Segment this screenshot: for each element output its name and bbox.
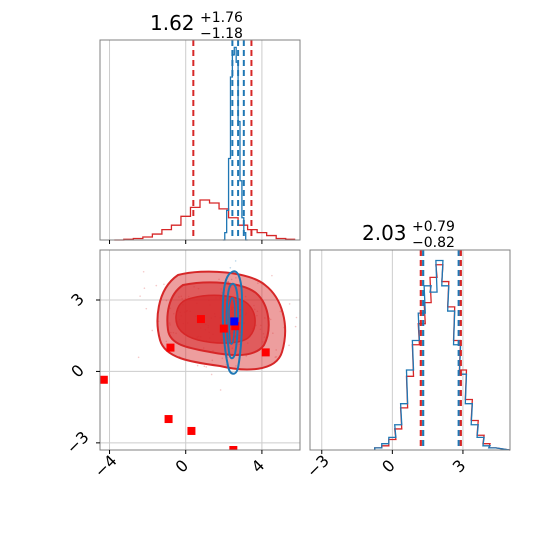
x-tick-label: −4 xyxy=(91,451,121,481)
scatter-point xyxy=(257,282,259,284)
scatter-point xyxy=(203,365,206,367)
x-tick-label: 0 xyxy=(172,456,193,477)
panel-bottom-right-ticks: −3 0 3 xyxy=(303,450,470,481)
scatter-point xyxy=(227,280,229,283)
panel-bottom-left-frame xyxy=(99,249,301,451)
x-tick-label: −3 xyxy=(303,451,333,481)
scatter-point xyxy=(274,356,277,358)
panel-bottom-right-series xyxy=(374,259,511,451)
scatter-point xyxy=(218,278,220,281)
scatter-point xyxy=(210,373,213,376)
title-2-lower: −0.82 xyxy=(412,235,455,251)
scatter-point xyxy=(279,310,282,313)
panel-top-left-frame xyxy=(99,39,301,241)
scatter-point xyxy=(142,270,145,273)
scatter-point xyxy=(230,278,233,281)
scatter-point xyxy=(271,274,273,277)
scatter-point xyxy=(139,295,141,297)
panel-top-left-quantile-lines xyxy=(192,40,253,240)
title-2-upper: +0.79 xyxy=(412,219,455,235)
scatter-point xyxy=(288,303,291,305)
scatter-point xyxy=(137,356,140,359)
scatter-point xyxy=(275,355,278,358)
red-marker xyxy=(231,322,240,331)
scatter-point xyxy=(225,364,228,366)
scatter-point xyxy=(269,318,272,321)
red-marker xyxy=(164,415,173,424)
red-marker xyxy=(229,446,238,450)
y-tick-label: 0 xyxy=(67,361,88,382)
title-1-upper: +1.76 xyxy=(200,10,243,26)
scatter-point xyxy=(275,349,277,351)
panel-bottom-right-quantile-lines xyxy=(419,250,462,450)
scatter-point xyxy=(155,284,158,287)
x-tick-label: 4 xyxy=(248,456,269,477)
panel-bottom-right-frame xyxy=(309,249,511,451)
panel-bottom-left-markers xyxy=(100,315,270,450)
red-marker xyxy=(219,324,228,333)
scatter-point xyxy=(235,277,237,279)
red-marker xyxy=(261,348,270,357)
red-marker xyxy=(196,315,205,324)
x-tick-label: 3 xyxy=(449,456,470,477)
histogram-step-series xyxy=(114,199,296,241)
histogram-step-series xyxy=(374,259,511,451)
blue-contour-inner xyxy=(228,297,236,345)
scatter-point xyxy=(196,364,199,367)
y-tick-label: 3 xyxy=(67,289,88,310)
scatter-point xyxy=(165,340,168,343)
scatter-point xyxy=(211,359,214,362)
scatter-point xyxy=(288,344,290,347)
scatter-point xyxy=(221,357,224,360)
scatter-point xyxy=(295,316,298,319)
blue-marker xyxy=(230,317,239,326)
panel-top-left-grid xyxy=(109,40,263,240)
scatter-point xyxy=(143,287,146,289)
red-marker xyxy=(100,375,108,384)
panel-top-left-series xyxy=(114,46,296,241)
scatter-point xyxy=(165,299,168,302)
histogram-step-series xyxy=(374,264,511,451)
red-marker xyxy=(166,343,175,352)
title-1-lower: −1.18 xyxy=(200,26,243,42)
scatter-point xyxy=(163,283,165,286)
histogram-step-series xyxy=(222,46,248,241)
panel-top-left xyxy=(99,39,301,244)
scatter-point xyxy=(227,281,230,283)
scatter-point xyxy=(145,307,148,310)
title-2-value: 2.03 xyxy=(362,221,407,245)
blue-contour-outer xyxy=(221,270,244,375)
panel-top-left-ticks xyxy=(109,240,263,244)
red-marker xyxy=(187,426,196,435)
panel-bottom-left: −4 0 4 −3 0 3 xyxy=(63,249,301,481)
scatter-point xyxy=(234,260,237,262)
title-param-2: 2.03 +0.79 −0.82 xyxy=(362,219,455,251)
scatter-point xyxy=(235,365,237,367)
blue-contour-middle xyxy=(225,282,240,360)
scatter-point xyxy=(151,329,154,332)
title-1-value: 1.62 xyxy=(150,11,195,35)
panel-bottom-right: −3 0 3 xyxy=(303,249,511,481)
title-param-1: 1.62 +1.76 −1.18 xyxy=(150,10,243,42)
scatter-point xyxy=(229,266,232,269)
panel-bottom-right-grid xyxy=(321,250,464,450)
scatter-point xyxy=(245,355,248,357)
x-tick-label: 0 xyxy=(378,456,399,477)
scatter-point xyxy=(205,366,208,368)
scatter-point xyxy=(272,332,274,335)
scatter-point xyxy=(219,389,222,391)
y-tick-label: −3 xyxy=(63,427,93,457)
scatter-point xyxy=(294,325,297,328)
